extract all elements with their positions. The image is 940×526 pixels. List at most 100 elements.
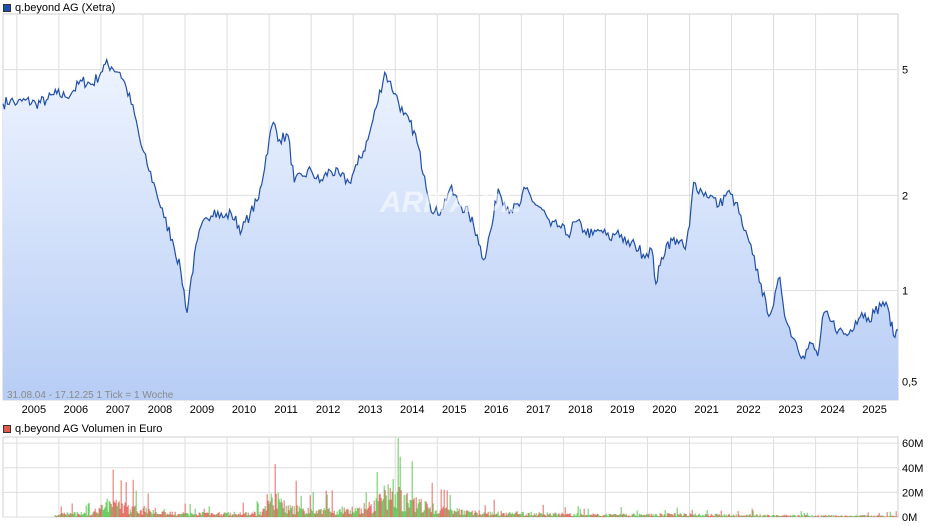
volume-bar xyxy=(840,515,842,517)
volume-bar xyxy=(562,513,564,517)
volume-bar xyxy=(546,512,548,517)
volume-bar xyxy=(545,515,547,517)
volume-bar xyxy=(826,516,828,517)
volume-bar xyxy=(331,490,333,517)
volume-bar xyxy=(870,515,872,517)
volume-bar xyxy=(147,493,149,517)
volume-legend-label: q.beyond AG Volumen in Euro xyxy=(15,423,163,435)
price-area-fill xyxy=(3,59,898,400)
volume-bar xyxy=(433,514,435,517)
volume-bar xyxy=(777,515,779,517)
volume-bar xyxy=(614,514,616,517)
volume-bar xyxy=(106,498,108,517)
volume-bar xyxy=(343,507,345,517)
volume-bar xyxy=(289,505,291,517)
volume-bar xyxy=(92,512,94,517)
volume-bar xyxy=(130,512,132,517)
volume-bar xyxy=(816,516,818,517)
volume-bar xyxy=(538,512,540,517)
volume-bar xyxy=(661,514,663,517)
volume-bar xyxy=(320,508,322,517)
volume-bar xyxy=(246,515,248,517)
volume-bar xyxy=(337,514,339,517)
volume-bar xyxy=(186,513,188,517)
volume-bar xyxy=(311,510,313,517)
volume-bar xyxy=(334,514,336,517)
volume-bar xyxy=(86,515,88,517)
volume-bar xyxy=(853,516,855,517)
volume-bar xyxy=(793,515,795,517)
volume-bar xyxy=(847,516,849,517)
volume-bar xyxy=(385,495,387,517)
x-tick-label: 2013 xyxy=(358,404,382,416)
volume-bar xyxy=(691,509,693,517)
volume-bar xyxy=(856,515,858,517)
volume-bar xyxy=(271,497,273,517)
volume-bar xyxy=(169,511,171,517)
volume-bar xyxy=(332,513,334,517)
volume-bar xyxy=(260,515,262,517)
volume-bar xyxy=(733,515,735,517)
volume-bar xyxy=(690,514,692,517)
volume-bar xyxy=(142,508,144,517)
volume-bar xyxy=(734,516,736,517)
volume-bar xyxy=(308,513,310,517)
volume-bar xyxy=(283,500,285,517)
volume-bar xyxy=(756,514,758,517)
volume-bar xyxy=(877,515,879,517)
volume-bar xyxy=(485,513,487,517)
volume-bar xyxy=(878,512,880,517)
volume-bar xyxy=(670,513,672,517)
volume-bar xyxy=(644,515,646,517)
volume-bar xyxy=(407,503,409,517)
volume-bar xyxy=(824,514,826,517)
volume-bar xyxy=(448,510,450,517)
volume-bar xyxy=(845,515,847,517)
x-tick-label: 2006 xyxy=(64,404,88,416)
volume-bar xyxy=(635,515,637,517)
volume-bar xyxy=(796,516,798,517)
volume-bar xyxy=(139,510,141,517)
volume-bar xyxy=(667,513,669,517)
volume-bar xyxy=(497,511,499,517)
volume-bar xyxy=(814,515,816,517)
volume-bar xyxy=(894,516,896,517)
volume-bar xyxy=(695,515,697,517)
volume-bar xyxy=(342,513,344,517)
volume-bar xyxy=(235,513,237,517)
volume-bar xyxy=(140,509,142,517)
volume-bar xyxy=(56,516,58,517)
volume-bar xyxy=(71,503,73,517)
volume-bar xyxy=(389,487,391,517)
volume-bar xyxy=(94,508,96,517)
volume-bar xyxy=(589,514,591,517)
volume-bar xyxy=(333,510,335,517)
volume-bar xyxy=(357,508,359,517)
volume-bar xyxy=(835,515,837,517)
volume-bar xyxy=(374,510,376,517)
volume-bar xyxy=(57,515,59,517)
volume-bar xyxy=(414,511,416,517)
volume-bar xyxy=(764,514,766,517)
volume-bar xyxy=(825,515,827,517)
volume-bar xyxy=(549,513,551,517)
volume-bar xyxy=(736,516,738,517)
volume-bar xyxy=(580,513,582,517)
volume-bar xyxy=(659,513,661,517)
price-legend-label: q.beyond AG (Xetra) xyxy=(15,2,116,14)
volume-bar xyxy=(760,516,762,517)
volume-bar xyxy=(108,500,110,517)
volume-bar xyxy=(272,505,274,517)
volume-bar xyxy=(201,512,203,517)
volume-bar xyxy=(698,513,700,517)
volume-bar xyxy=(601,516,603,517)
volume-bar xyxy=(808,516,810,517)
y-tick-label: 1 xyxy=(902,285,908,297)
volume-bar xyxy=(204,513,206,517)
volume-bar xyxy=(697,514,699,517)
x-tick-label: 2024 xyxy=(820,404,844,416)
volume-bar xyxy=(465,510,467,517)
volume-bar xyxy=(557,513,559,517)
volume-bar xyxy=(488,515,490,517)
volume-bar xyxy=(651,515,653,517)
